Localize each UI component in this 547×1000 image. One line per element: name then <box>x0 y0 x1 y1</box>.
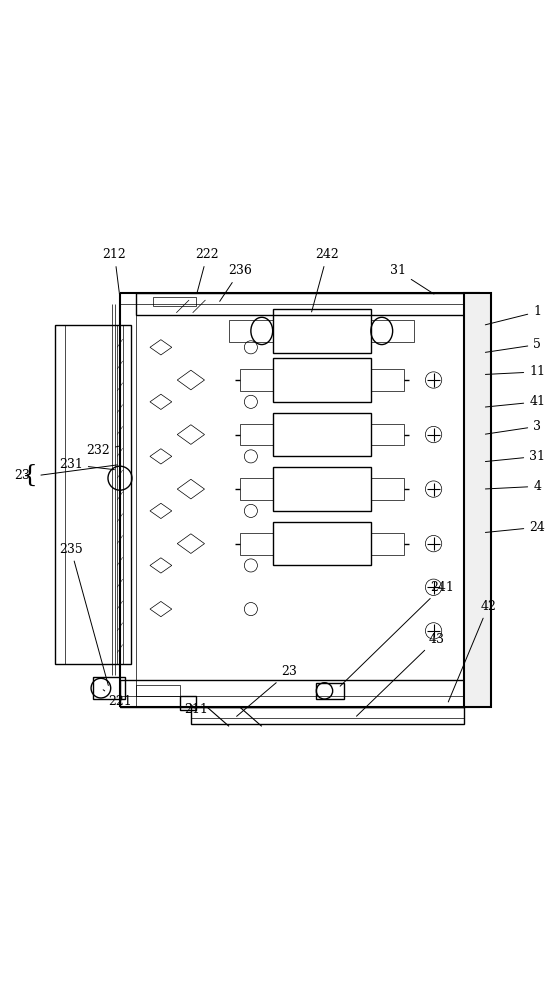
Text: 42: 42 <box>448 600 496 702</box>
Text: 235: 235 <box>59 543 108 685</box>
Bar <box>191 707 463 724</box>
Bar <box>463 293 491 707</box>
Text: 31: 31 <box>485 450 545 463</box>
Text: 23: 23 <box>14 469 30 482</box>
Text: 242: 242 <box>312 248 339 312</box>
Bar <box>153 297 196 306</box>
Bar <box>371 320 415 342</box>
Bar <box>92 677 125 699</box>
Text: 232: 232 <box>86 444 119 457</box>
Bar <box>272 467 371 511</box>
Bar <box>371 533 404 555</box>
Bar <box>272 309 371 353</box>
Bar <box>229 320 272 342</box>
Text: 31: 31 <box>390 264 434 294</box>
Text: 41: 41 <box>485 395 545 408</box>
Text: 236: 236 <box>220 264 252 301</box>
Text: 211: 211 <box>184 703 208 716</box>
Bar <box>120 680 463 707</box>
Text: 3: 3 <box>485 420 541 434</box>
Text: 221: 221 <box>103 690 132 708</box>
Bar <box>316 683 344 699</box>
Text: 212: 212 <box>103 248 126 295</box>
Bar <box>272 522 371 565</box>
Bar <box>240 533 272 555</box>
Bar <box>240 478 272 500</box>
Bar <box>240 369 272 391</box>
Bar <box>55 325 131 664</box>
Text: 231: 231 <box>59 458 114 471</box>
Text: 43: 43 <box>357 633 444 716</box>
Bar <box>180 696 196 710</box>
Bar <box>371 424 404 445</box>
Bar <box>136 685 180 696</box>
Bar <box>240 424 272 445</box>
Text: 241: 241 <box>340 581 453 686</box>
Text: 4: 4 <box>485 480 541 493</box>
Text: 23: 23 <box>237 665 297 716</box>
Bar <box>136 293 463 315</box>
Bar <box>371 369 404 391</box>
Text: 11: 11 <box>485 365 545 378</box>
Text: 222: 222 <box>195 248 219 293</box>
Bar <box>272 358 371 402</box>
Text: 1: 1 <box>485 305 541 325</box>
Text: 24: 24 <box>485 521 545 534</box>
Bar <box>371 478 404 500</box>
Bar <box>272 413 371 456</box>
Text: 5: 5 <box>485 338 541 352</box>
Text: {: { <box>22 464 38 487</box>
